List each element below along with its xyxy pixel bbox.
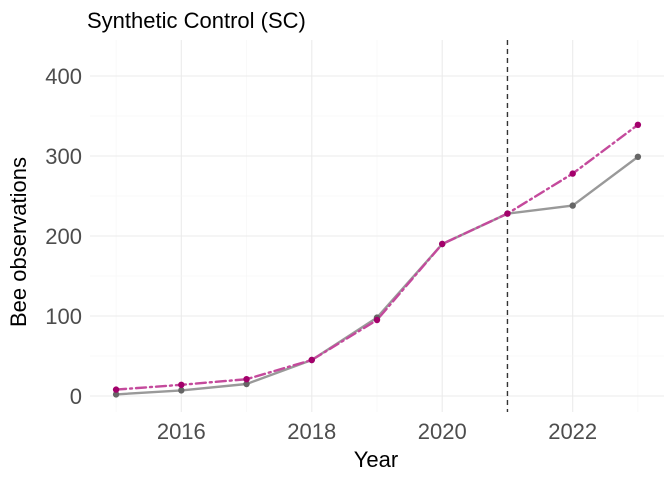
series-2-point <box>373 316 381 324</box>
y-tick-label: 200 <box>45 224 82 249</box>
series-2-point <box>308 356 315 364</box>
y-tick-labels: 0 100 200 300 400 <box>45 64 82 409</box>
grid <box>90 40 664 412</box>
y-tick-label: 0 <box>70 384 82 409</box>
series-2-point <box>439 240 446 248</box>
y-tick-label: 300 <box>45 144 82 169</box>
series-2-point <box>569 170 576 177</box>
chart-title: Synthetic Control (SC) <box>87 8 306 33</box>
x-tick-labels: 2016 2018 2020 2022 <box>157 419 597 444</box>
series-2-point <box>634 121 642 128</box>
x-axis-title: Year <box>354 447 398 472</box>
x-tick-label: 2018 <box>287 419 336 444</box>
series-2-point <box>178 381 185 388</box>
series-group <box>112 121 642 398</box>
y-axis-title: Bee observations <box>6 157 31 327</box>
x-tick-label: 2020 <box>418 419 467 444</box>
series-1-point <box>569 202 576 209</box>
series-1-point <box>243 380 250 388</box>
series-1-point <box>178 387 185 394</box>
series-2-point <box>112 386 120 393</box>
y-tick-label: 400 <box>45 64 82 89</box>
x-tick-label: 2016 <box>157 419 206 444</box>
series-2-point <box>243 376 250 383</box>
series-1-point <box>634 153 642 160</box>
series-2-point <box>504 210 511 217</box>
x-tick-label: 2022 <box>548 419 597 444</box>
y-tick-label: 100 <box>45 304 82 329</box>
series-1-point <box>112 391 120 398</box>
